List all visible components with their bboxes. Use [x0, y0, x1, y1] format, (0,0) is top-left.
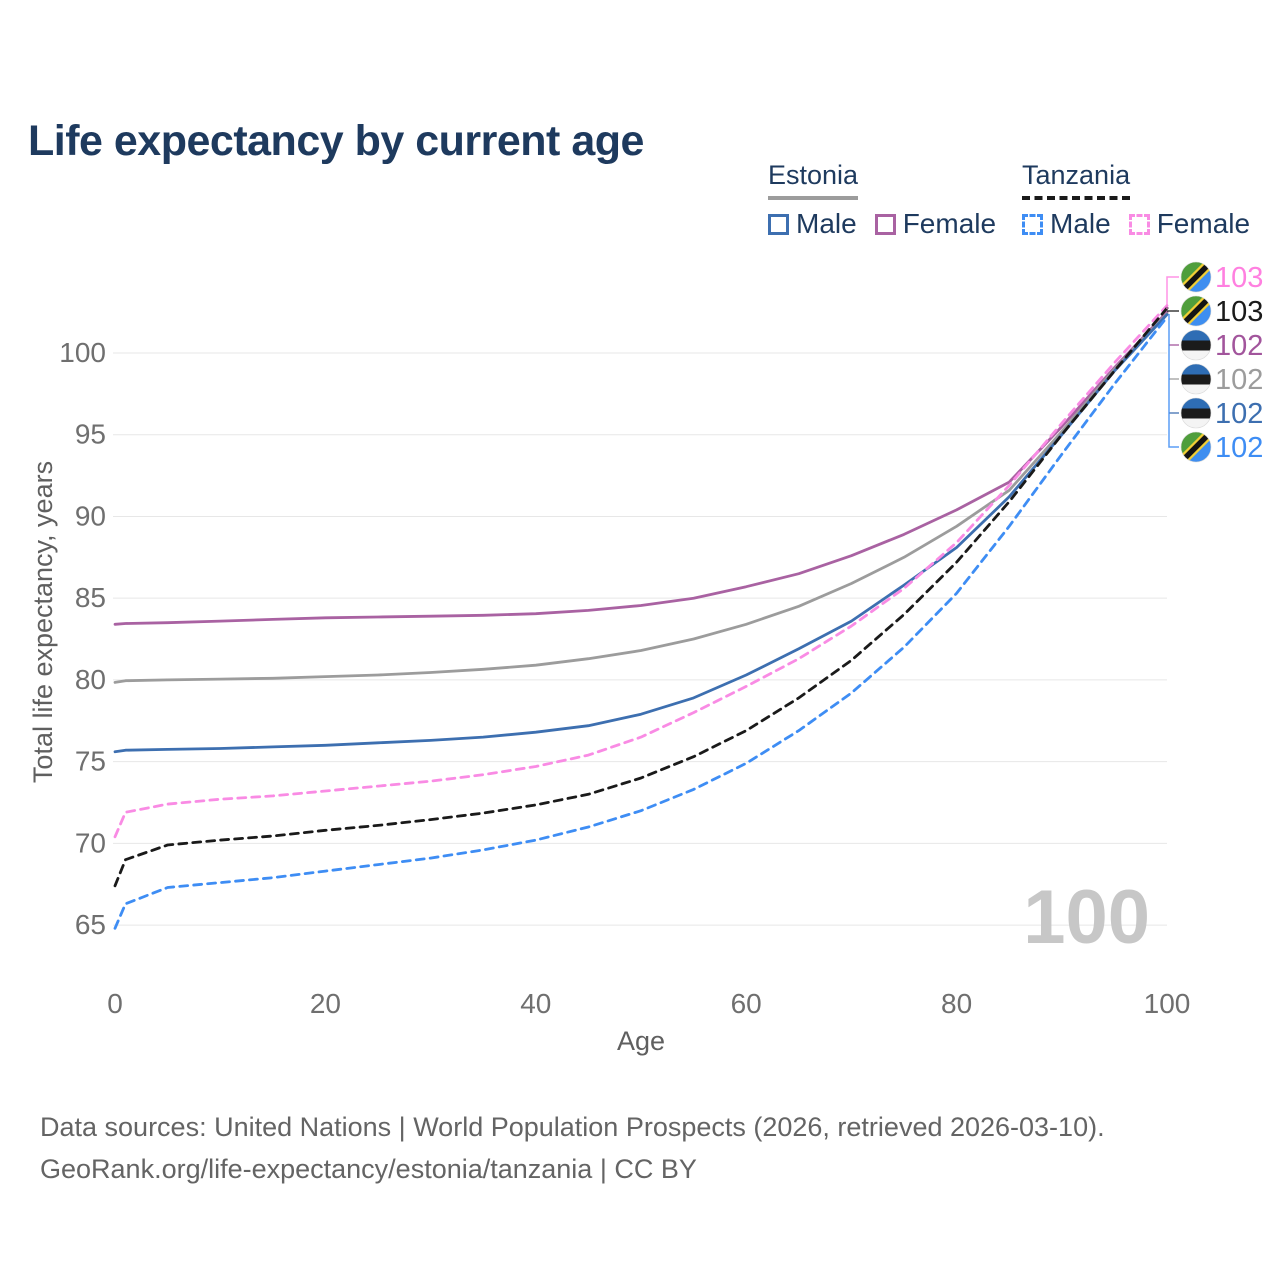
flag-icon-tanzania: [1181, 432, 1211, 462]
legend-item-label: Male: [796, 208, 857, 239]
series-line-estonia-total: [113, 312, 1169, 684]
series-line-estonia-female: [113, 310, 1169, 626]
series-line-estonia-male: [113, 313, 1169, 754]
legend-country-tanzania: Tanzania: [1022, 160, 1131, 200]
legend-group-estonia: Estonia Male Female: [768, 160, 1014, 240]
x-tick-label: 40: [520, 988, 551, 1019]
legend-item-estonia-female[interactable]: Female: [874, 208, 997, 240]
page-title: Life expectancy by current age: [28, 116, 644, 165]
end-label-leader-line: [1168, 314, 1179, 448]
x-tick-label: 20: [310, 988, 341, 1019]
end-label-value-tanzania-male: 102: [1215, 432, 1263, 464]
end-label-value-tanzania-total: 103: [1215, 296, 1263, 328]
x-tick-label: 100: [1144, 988, 1191, 1019]
flag-icon-tanzania: [1181, 262, 1211, 292]
flag-icon-tanzania: [1181, 296, 1211, 326]
end-label-value-estonia-female: 102: [1215, 330, 1263, 362]
y-tick-label: 100: [59, 337, 106, 368]
end-label-leader-line: [1166, 276, 1179, 309]
legend-item-label: Female: [1156, 208, 1251, 239]
series-line-tanzania-male: [113, 315, 1169, 930]
legend-item-estonia-male[interactable]: Male: [768, 208, 857, 240]
legend-item-label: Female: [902, 208, 997, 239]
series-line-tanzania-female: [113, 304, 1169, 839]
data-sources-text: Data sources: United Nations | World Pop…: [40, 1112, 1105, 1142]
flag-icon-estonia: [1181, 364, 1211, 394]
y-tick-label: 70: [75, 827, 106, 858]
y-tick-label: 80: [75, 664, 106, 695]
y-tick-label: 65: [75, 909, 106, 940]
y-tick-label: 90: [75, 500, 106, 531]
end-label-value-tanzania-female: 103: [1215, 262, 1263, 294]
series-line-tanzania-total: [113, 306, 1169, 888]
x-tick-label: 0: [107, 988, 123, 1019]
flag-icon-estonia: [1181, 398, 1211, 428]
flag-icon-ring: [1180, 397, 1212, 429]
flag-icon-ring: [1180, 431, 1212, 463]
end-label-value-estonia-total: 102: [1215, 364, 1263, 396]
legend-country-estonia: Estonia: [768, 160, 859, 200]
flag-icon-ring: [1180, 363, 1212, 395]
legend-group-tanzania: Tanzania Male Female: [1022, 160, 1268, 240]
end-label-value-estonia-male: 102: [1215, 398, 1263, 430]
flag-icon-ring: [1180, 295, 1212, 327]
x-tick-label: 60: [731, 988, 762, 1019]
legend-item-tanzania-male[interactable]: Male: [1022, 208, 1111, 240]
estonia-female-swatch-icon: [874, 213, 896, 235]
chart-footer: Data sources: United Nations | World Pop…: [40, 1106, 1250, 1190]
watermark-age-label: 100: [1023, 875, 1150, 960]
x-tick-label: 80: [941, 988, 972, 1019]
tanzania-male-swatch-icon: [1022, 213, 1043, 235]
y-tick-label: 95: [75, 419, 106, 450]
source-url-text: GeoRank.org/life-expectancy/estonia/tanz…: [40, 1154, 697, 1184]
y-axis-title: Total life expectancy, years: [28, 461, 58, 783]
y-tick-label: 85: [75, 582, 106, 613]
legend: Estonia Male Female Tanzania Male Female: [0, 160, 1280, 250]
y-tick-label: 75: [75, 746, 106, 777]
legend-item-tanzania-female[interactable]: Female: [1128, 208, 1251, 240]
flag-icon-ring: [1180, 261, 1212, 293]
flag-icon-ring: [1180, 329, 1212, 361]
flag-icon-estonia: [1181, 330, 1211, 360]
tanzania-female-swatch-icon: [1128, 213, 1150, 235]
legend-item-label: Male: [1050, 208, 1111, 239]
x-axis-title: Age: [617, 1026, 665, 1056]
estonia-male-swatch-icon: [768, 213, 789, 235]
